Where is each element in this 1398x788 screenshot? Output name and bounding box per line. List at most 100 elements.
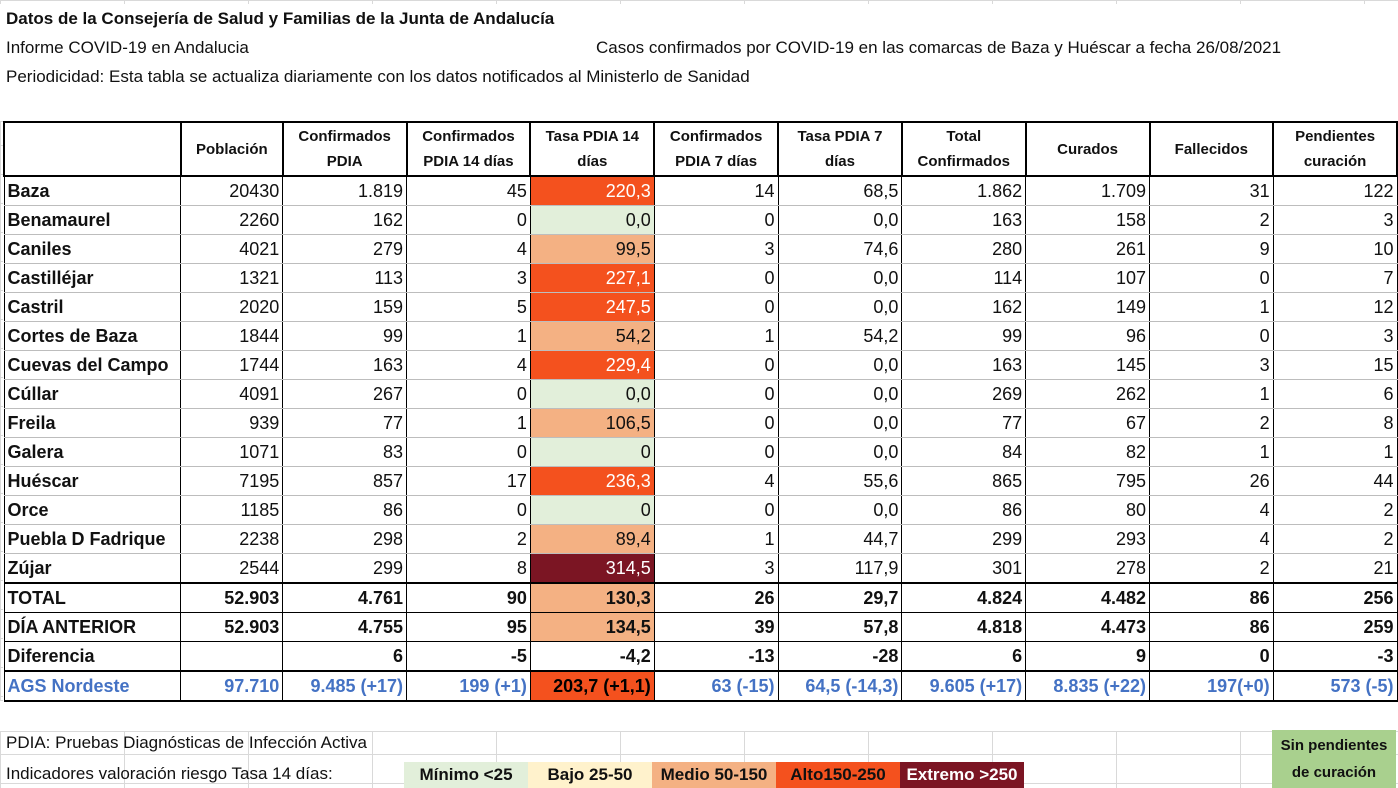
table-cell: 1 <box>1272 437 1398 467</box>
table-cell: 4 <box>406 234 531 264</box>
rate-14-cell: 0,0 <box>529 205 655 235</box>
pdia-note: PDIA: Pruebas Diagnósticas de Infección … <box>6 733 367 752</box>
table-cell: 278 <box>1025 553 1150 584</box>
table-cell: 795 <box>1025 466 1150 496</box>
table-cell: 1 <box>653 524 779 554</box>
table-cell: 17 <box>406 466 531 496</box>
table-cell: 865 <box>901 466 1027 496</box>
table-cell: 77 <box>901 408 1027 438</box>
table-cell: 0 <box>653 292 779 322</box>
table-row: Cortes de Baza 1844 99 1 54,2 1 54,2 99 96 0 3 <box>3 321 1398 351</box>
periodicity-row: Periodicidad: Esta tabla se actualiza di… <box>0 62 1398 91</box>
table-cell: 3 <box>1272 205 1398 235</box>
table-cell: 99 <box>901 321 1027 351</box>
rate-14-cell: 0 <box>529 437 655 467</box>
column-header: Fallecidos <box>1148 121 1275 177</box>
table-cell: 45 <box>406 175 531 206</box>
table-cell: 267 <box>282 379 408 409</box>
table-cell: -13 <box>653 641 779 672</box>
table-cell: 9 <box>1149 234 1274 264</box>
row-label: Freila <box>3 408 182 438</box>
table-row: DÍA ANTERIOR 52.903 4.755 95 134,5 39 57,8 4.81… <box>3 612 1398 642</box>
table-cell: 299 <box>282 553 408 584</box>
table-cell: -3 <box>1272 641 1398 672</box>
table-cell: 8.835 (+22) <box>1025 670 1150 702</box>
table-cell: 86 <box>1149 612 1274 642</box>
table-cell: 64,5 (-14,3) <box>777 670 903 702</box>
rate-14-cell: 220,3 <box>529 175 655 206</box>
table-cell: 1 <box>1149 379 1274 409</box>
table-cell: 55,6 <box>777 466 903 496</box>
table-cell: 1844 <box>180 321 284 351</box>
table-cell: 939 <box>180 408 284 438</box>
table-cell: 163 <box>901 205 1027 235</box>
blank-row <box>0 91 1398 122</box>
row-label: Castilléjar <box>3 263 182 293</box>
rate-14-cell: 130,3 <box>529 582 655 613</box>
row-label: Diferencia <box>3 641 182 672</box>
table-cell: 97.710 <box>180 670 284 702</box>
table-cell: 299 <box>901 524 1027 554</box>
table-cell: 52.903 <box>180 612 284 642</box>
periodicity-note: Periodicidad: Esta tabla se actualiza di… <box>6 67 750 86</box>
table-row: Caniles 4021 279 4 99,5 3 74,6 280 261 9 10 <box>3 234 1398 264</box>
table-cell: 162 <box>282 205 408 235</box>
table-cell: 280 <box>901 234 1027 264</box>
table-cell: 1 <box>653 321 779 351</box>
table-row: Diferencia 6 -5 -4,2 -13 -28 6 9 0 -3 <box>3 641 1398 672</box>
row-label: Huéscar <box>3 466 182 496</box>
table-cell: 1185 <box>180 495 284 525</box>
row-label: Castril <box>3 292 182 322</box>
table-cell: 3 <box>653 234 779 264</box>
table-cell: 0 <box>1149 263 1274 293</box>
table-cell: 74,6 <box>777 234 903 264</box>
row-label: Benamaurel <box>3 205 182 235</box>
rate-14-cell: 314,5 <box>529 553 655 584</box>
table-cell: 12 <box>1272 292 1398 322</box>
table-cell: 63 (-15) <box>653 670 779 702</box>
column-header: Confirmados PDIA 14 días <box>405 121 532 177</box>
table-cell: 67 <box>1025 408 1150 438</box>
table-cell: 26 <box>1149 466 1274 496</box>
table-cell: 163 <box>901 350 1027 380</box>
table-cell: 0 <box>653 408 779 438</box>
table-cell: 5 <box>406 292 531 322</box>
column-header <box>3 121 182 177</box>
table-cell: 162 <box>901 292 1027 322</box>
table-cell: 0 <box>653 379 779 409</box>
table-cell: 1071 <box>180 437 284 467</box>
column-header: Pendientes curación <box>1272 121 1398 177</box>
table-cell: 0 <box>653 495 779 525</box>
table-cell: 573 (-5) <box>1272 670 1398 702</box>
row-label: AGS Nordeste <box>3 670 182 702</box>
page-title: Datos de la Consejería de Salud y Famili… <box>6 9 555 28</box>
table-cell: 0 <box>653 205 779 235</box>
table-cell: 8 <box>1272 408 1398 438</box>
rate-14-cell: 54,2 <box>529 321 655 351</box>
table-cell: 1.819 <box>282 175 408 206</box>
row-label: Cúllar <box>3 379 182 409</box>
column-header: Tasa PDIA 14 días <box>529 121 656 177</box>
table-cell: 80 <box>1025 495 1150 525</box>
table-cell: 256 <box>1272 582 1398 613</box>
table-cell: 145 <box>1025 350 1150 380</box>
table-cell: 0,0 <box>777 205 903 235</box>
table-cell: 2 <box>1149 408 1274 438</box>
table-cell: 86 <box>901 495 1027 525</box>
table-cell: 77 <box>282 408 408 438</box>
table-cell: 2 <box>406 524 531 554</box>
table-cell: 0 <box>1149 641 1274 672</box>
table-cell: 3 <box>653 553 779 584</box>
table-cell: 57,8 <box>777 612 903 642</box>
table-cell: 14 <box>653 175 779 206</box>
table-cell: 2260 <box>180 205 284 235</box>
table-cell: 7 <box>1272 263 1398 293</box>
legend-medio: Medio 50-150 <box>652 762 776 788</box>
table-cell: 83 <box>282 437 408 467</box>
table-row: Zújar 2544 299 8 314,5 3 117,9 301 278 2 21 <box>3 553 1398 584</box>
table-cell: 44,7 <box>777 524 903 554</box>
table-cell: 2020 <box>180 292 284 322</box>
table-cell: 0 <box>406 437 531 467</box>
table-cell: 0 <box>406 495 531 525</box>
table-cell: 4.761 <box>282 582 408 613</box>
